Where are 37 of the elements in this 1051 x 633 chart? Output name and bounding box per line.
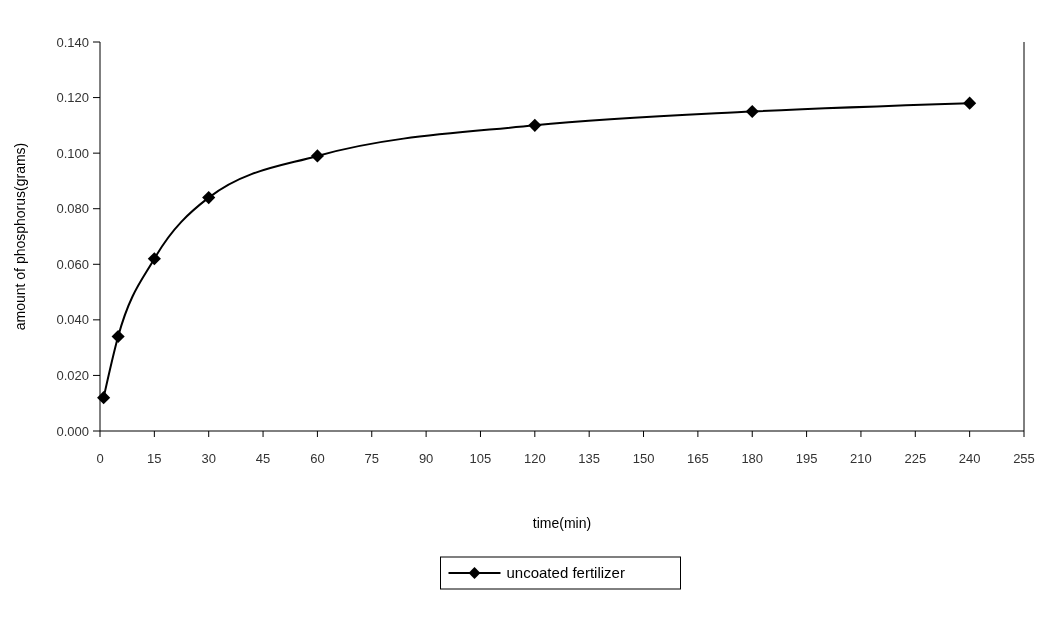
x-tick-label: 15: [147, 451, 162, 466]
x-tick-label: 165: [687, 451, 709, 466]
x-tick-label: 75: [364, 451, 379, 466]
x-tick-label: 105: [469, 451, 492, 466]
x-tick-label: 180: [741, 451, 764, 466]
x-tick-label: 225: [904, 451, 927, 466]
point: [97, 391, 111, 405]
y-tick-label: 0.020: [56, 367, 89, 383]
x-tick-label: 255: [1013, 451, 1035, 466]
point: [745, 104, 759, 119]
point: [310, 149, 324, 163]
x-tick-label: 90: [418, 451, 434, 466]
point: [528, 118, 542, 132]
y-tick-label: 0.120: [56, 90, 89, 106]
point: [111, 329, 125, 344]
legend-label: uncoated fertilizer: [506, 564, 625, 582]
y-axis-title: amount of phosphorus(grams): [12, 142, 28, 331]
point: [147, 252, 161, 266]
y-tick-label: 0.140: [56, 34, 89, 50]
point: [963, 96, 977, 110]
x-tick-label: 120: [523, 451, 546, 466]
x-axis-title: time(min): [532, 515, 592, 531]
point: [202, 191, 216, 205]
y-tick-label: 0.000: [56, 423, 89, 439]
x-tick-label: 30: [201, 451, 216, 466]
x-tick-label: 210: [850, 451, 872, 466]
x-tick-label: 45: [255, 451, 271, 466]
y-tick-label: 0.100: [56, 145, 89, 161]
x-tick-label: 195: [795, 451, 818, 466]
x-tick-label: 0: [96, 451, 104, 466]
y-tick-label: 0.040: [56, 312, 89, 328]
y-tick-label: 0.080: [56, 201, 89, 217]
x-tick-label: 60: [310, 451, 325, 466]
x-tick-label: 135: [578, 451, 601, 466]
y-tick-label: 0.060: [56, 256, 89, 272]
x-tick-label: 150: [632, 451, 655, 466]
x-tick-label: 240: [958, 451, 981, 466]
